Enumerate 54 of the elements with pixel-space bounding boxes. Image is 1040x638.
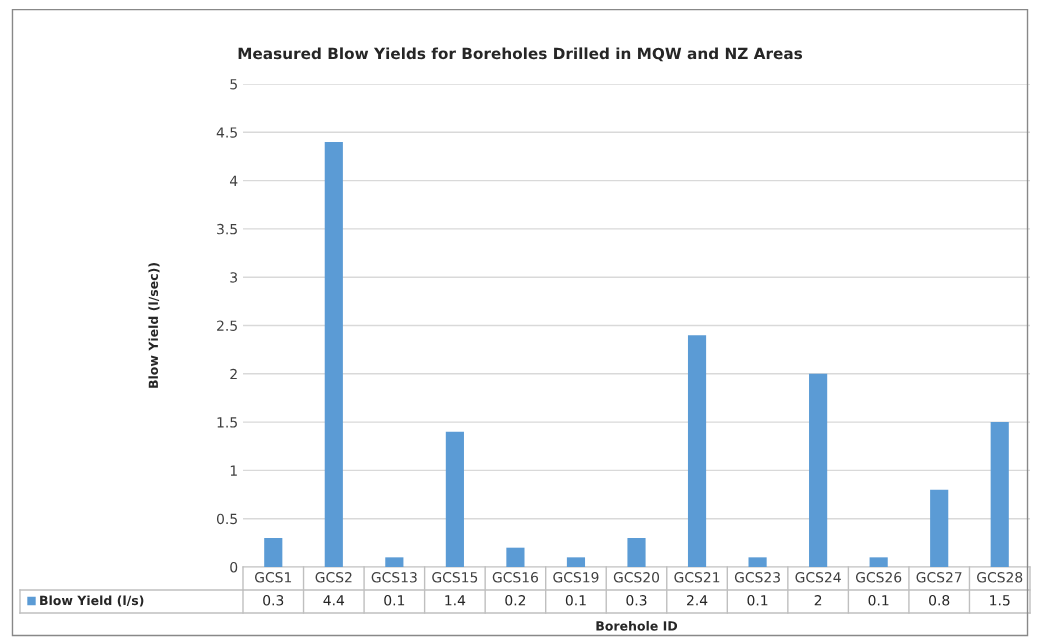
data-label: 0.2: [505, 595, 526, 606]
x-tick-label: GCS15: [432, 572, 478, 583]
y-tick-label: 0: [230, 561, 238, 573]
y-tick-label: 3: [230, 272, 238, 283]
bar: [445, 431, 464, 567]
data-label: 2.4: [687, 595, 708, 606]
y-tick-label: 1.5: [217, 417, 237, 428]
x-tick-label: GCS2: [315, 572, 352, 583]
bar: [627, 538, 646, 567]
y-tick-label: 2.5: [217, 320, 237, 331]
x-tick-label: GCS24: [795, 572, 841, 583]
data-label: 1.4: [445, 595, 466, 606]
bar: [748, 557, 767, 567]
x-tick-label: GCS13: [371, 572, 417, 583]
x-tick-label: GCS1: [254, 572, 292, 583]
chart-title: Measured Blow Yields for Boreholes Drilled in MQW and NZ Areas: [238, 47, 803, 62]
bar: [869, 557, 888, 567]
y-tick-label: 5: [230, 79, 237, 90]
bar: [324, 141, 343, 567]
bar: [506, 547, 525, 567]
x-tick-label: GCS16: [492, 572, 539, 583]
y-tick-label: 1: [230, 465, 237, 476]
data-label: 2: [814, 595, 822, 606]
data-label: 0.1: [868, 595, 889, 606]
data-label: 0.1: [747, 595, 768, 606]
data-label: 4.4: [323, 595, 345, 606]
data-label: 0.3: [626, 595, 647, 606]
bar: [687, 335, 707, 567]
y-tick-label: 3.5: [217, 223, 237, 235]
bar: [990, 422, 1009, 567]
x-axis-title: Borehole ID: [596, 620, 678, 631]
bar: [930, 489, 949, 567]
x-tick-label: GCS21: [674, 572, 720, 583]
data-label: 0.1: [384, 595, 405, 606]
x-tick-label: GCS19: [553, 572, 599, 583]
data-label: 1.5: [990, 595, 1010, 606]
y-axis-title: Blow Yield (l/sec)): [148, 263, 160, 388]
bar: [809, 373, 828, 567]
bar: [385, 557, 404, 567]
data-label: 0.8: [929, 595, 950, 606]
x-tick-label: GCS26: [855, 572, 902, 583]
y-tick-label: 4.5: [216, 127, 237, 138]
bar: [566, 557, 586, 567]
x-tick-label: GCS23: [734, 572, 780, 583]
bar: [264, 538, 283, 567]
x-tick-label: GCS27: [916, 572, 962, 583]
legend-label: Blow Yield (l/s): [40, 595, 144, 607]
x-tick-label: GCS28: [977, 572, 1023, 583]
data-label: 0.3: [263, 595, 284, 606]
y-tick-label: 0.5: [216, 513, 237, 525]
data-label: 0.1: [565, 595, 586, 606]
y-tick-label: 4: [229, 175, 238, 186]
x-tick-label: GCS20: [613, 572, 660, 583]
y-tick-label: 2: [230, 368, 237, 380]
